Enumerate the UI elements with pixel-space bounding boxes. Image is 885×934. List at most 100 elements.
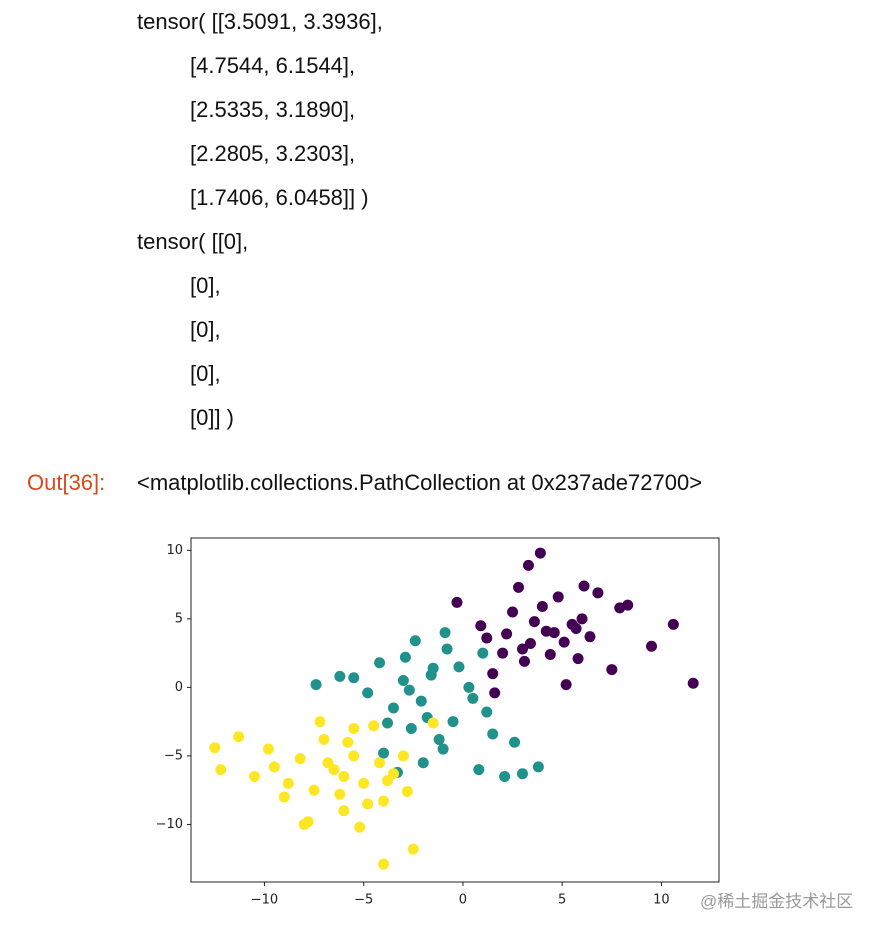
output-line: [2.5335, 3.1890],: [190, 97, 356, 122]
point: [477, 647, 489, 659]
point: [518, 655, 530, 667]
point: [489, 687, 501, 699]
point: [399, 651, 411, 663]
point: [487, 668, 499, 680]
point: [516, 768, 528, 780]
point: [342, 736, 354, 748]
point: [403, 684, 415, 696]
point: [507, 606, 519, 618]
point: [467, 692, 479, 704]
point: [497, 647, 509, 659]
point: [544, 648, 556, 660]
point: [516, 643, 528, 655]
out-repr: <matplotlib.collections.PathCollection a…: [137, 470, 703, 495]
point: [532, 761, 544, 773]
point: [560, 679, 572, 691]
point: [687, 677, 699, 689]
point: [338, 770, 350, 782]
point: [249, 770, 261, 782]
point: [368, 720, 380, 732]
point: [570, 622, 582, 634]
point: [362, 798, 374, 810]
point: [348, 723, 360, 735]
point: [401, 786, 413, 798]
point: [558, 636, 570, 648]
output-line: [0],: [190, 361, 221, 386]
output-line: tensor( [[0],: [137, 229, 249, 254]
y-tick-label: 5: [175, 611, 183, 626]
point: [439, 627, 451, 639]
point: [592, 587, 604, 599]
point: [348, 672, 360, 684]
x-tick-label: −10: [251, 893, 278, 908]
point: [501, 628, 513, 640]
point: [407, 843, 419, 855]
point: [578, 580, 590, 592]
point: [584, 631, 596, 643]
point: [282, 777, 294, 789]
point: [548, 627, 560, 639]
point: [215, 764, 227, 776]
point: [433, 733, 445, 745]
point: [417, 757, 429, 769]
point: [209, 742, 221, 754]
point: [425, 669, 437, 681]
point: [451, 596, 463, 608]
point: [334, 788, 346, 800]
point: [475, 620, 487, 632]
point: [481, 706, 493, 718]
point: [378, 795, 390, 807]
output-line: tensor( [[3.5091, 3.3936],: [137, 9, 383, 34]
point: [262, 743, 274, 755]
point: [473, 764, 485, 776]
output-line: [0]] ): [190, 405, 235, 430]
plot-frame: [190, 537, 720, 883]
x-tick-label: −5: [354, 893, 373, 908]
point: [487, 728, 499, 740]
point: [233, 731, 245, 743]
point: [338, 805, 350, 817]
point: [397, 675, 409, 687]
point: [536, 601, 548, 613]
output-line: [2.2805, 3.2303],: [190, 141, 356, 166]
point: [481, 632, 493, 644]
point: [298, 818, 310, 830]
output-line: [1.7406, 6.0458]] ): [190, 185, 369, 210]
point: [427, 717, 439, 729]
point: [358, 777, 370, 789]
point: [509, 736, 521, 748]
point: [453, 661, 465, 673]
point: [354, 821, 366, 833]
point: [606, 664, 618, 676]
point: [552, 591, 564, 603]
point: [382, 717, 394, 729]
x-tick-label: 10: [653, 893, 670, 908]
y-tick-label: −10: [156, 817, 183, 832]
point: [667, 618, 679, 630]
point: [362, 687, 374, 699]
point: [409, 635, 421, 647]
point: [322, 757, 334, 769]
point: [528, 616, 540, 628]
point: [374, 657, 386, 669]
watermark: @稀土掘金技术社区: [700, 892, 854, 911]
point: [437, 743, 449, 755]
point: [348, 750, 360, 762]
point: [405, 723, 417, 735]
point: [378, 747, 390, 759]
point: [524, 638, 536, 650]
output-line: [4.7544, 6.1544],: [190, 53, 356, 78]
point: [646, 640, 658, 652]
point: [576, 613, 588, 625]
y-tick-label: 10: [166, 543, 183, 558]
point: [397, 750, 409, 762]
point: [294, 753, 306, 765]
point: [382, 775, 394, 787]
x-tick-label: 0: [459, 893, 467, 908]
point: [415, 695, 427, 707]
point: [387, 702, 399, 714]
y-tick-label: 0: [175, 680, 183, 695]
point: [378, 858, 390, 870]
